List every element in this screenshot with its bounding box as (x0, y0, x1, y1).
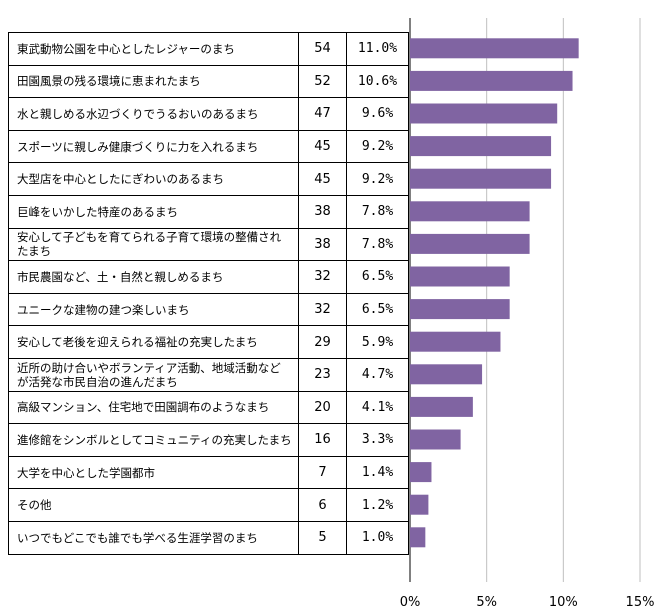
bar (410, 168, 552, 189)
bar (410, 429, 461, 450)
table-row: 近所の助け合いやボランティア活動、地域活動などが活発な市民自治の進んだまち 23 4… (8, 357, 409, 392)
bar (410, 462, 432, 483)
category-label: その他 (8, 488, 299, 522)
category-label: 近所の助け合いやボランティア活動、地域活動などが活発な市民自治の進んだまち (8, 357, 299, 392)
category-label: ユニークな建物の建つ楽しいまち (8, 292, 299, 327)
x-tick-label: 5% (476, 595, 497, 610)
table-row: 高級マンション、住宅地で田園調布のようなまち 20 4.1% (8, 390, 409, 425)
bars (410, 38, 579, 548)
x-axis-ticks: 0% 5% 10% 15% (400, 595, 655, 610)
count-value: 38 (298, 194, 347, 229)
category-label: 東武動物公園を中心としたレジャーのまち (8, 32, 299, 66)
bar (410, 70, 573, 91)
count-value: 45 (298, 162, 347, 196)
x-tick-label: 15% (626, 595, 655, 610)
category-label: 田園風景の残る環境に恵まれたまち (8, 64, 299, 99)
percent-value: 1.0% (346, 520, 409, 555)
table-row: 巨峰をいかした特産のあるまち 38 7.8% (8, 194, 409, 229)
count-value: 47 (298, 97, 347, 131)
table-row: 安心して子どもを育てられる子育て環境の整備されたまち 38 7.8% (8, 227, 409, 262)
table-row: スポーツに親しみ健康づくりに力を入れるまち 45 9.2% (8, 129, 409, 164)
count-value: 54 (298, 32, 347, 66)
table-row: 市民農園など、土・自然と親しめるまち 32 6.5% (8, 260, 409, 294)
category-label: 高級マンション、住宅地で田園調布のようなまち (8, 390, 299, 425)
data-table: 東武動物公園を中心としたレジャーのまち 54 11.0% 田園風景の残る環境に恵まれた… (8, 32, 409, 555)
bar (410, 136, 552, 157)
table-row: 東武動物公園を中心としたレジャーのまち 54 11.0% (8, 32, 409, 66)
table-row: 大学を中心とした学園都市 7 1.4% (8, 455, 409, 490)
category-label: 水と親しめる水辺づくりでうるおいのあるまち (8, 97, 299, 131)
category-label: 巨峰をいかした特産のあるまち (8, 194, 299, 229)
x-tick-label: 10% (549, 595, 578, 610)
bar (410, 396, 473, 417)
count-value: 5 (298, 520, 347, 555)
percent-value: 1.4% (346, 455, 409, 490)
table-row: その他 6 1.2% (8, 488, 409, 522)
category-label: 進修館をシンボルとしてコミュニティの充実したまち (8, 423, 299, 457)
percent-value: 9.2% (346, 162, 409, 196)
bar (410, 266, 510, 287)
percent-value: 5.9% (346, 325, 409, 359)
category-label: いつでもどこでも誰でも学べる生涯学習のまち (8, 520, 299, 555)
percent-value: 1.2% (346, 488, 409, 522)
percent-value: 10.6% (346, 64, 409, 99)
table-row: いつでもどこでも誰でも学べる生涯学習のまち 5 1.0% (8, 520, 409, 555)
bar (410, 494, 429, 515)
bar (410, 364, 483, 385)
percent-value: 4.7% (346, 357, 409, 392)
category-label: 市民農園など、土・自然と親しめるまち (8, 260, 299, 294)
percent-value: 3.3% (346, 423, 409, 457)
bar (410, 233, 530, 254)
table-row: ユニークな建物の建つ楽しいまち 32 6.5% (8, 292, 409, 327)
bar (410, 103, 558, 124)
table-row: 大型店を中心としたにぎわいのあるまち 45 9.2% (8, 162, 409, 196)
table-row: 水と親しめる水辺づくりでうるおいのあるまち 47 9.6% (8, 97, 409, 131)
bar (410, 527, 426, 548)
category-label: 大学を中心とした学園都市 (8, 455, 299, 490)
count-value: 29 (298, 325, 347, 359)
bar (410, 38, 579, 59)
x-tick-label: 0% (400, 595, 421, 610)
count-value: 7 (298, 455, 347, 490)
category-label: スポーツに親しみ健康づくりに力を入れるまち (8, 129, 299, 164)
count-value: 20 (298, 390, 347, 425)
category-label: 大型店を中心としたにぎわいのあるまち (8, 162, 299, 196)
table-row: 進修館をシンボルとしてコミュニティの充実したまち 16 3.3% (8, 423, 409, 457)
table-row: 田園風景の残る環境に恵まれたまち 52 10.6% (8, 64, 409, 99)
count-value: 38 (298, 227, 347, 262)
bar (410, 201, 530, 222)
bar (410, 331, 501, 352)
bar (410, 299, 510, 320)
percent-value: 9.6% (346, 97, 409, 131)
table-row: 安心して老後を迎えられる福祉の充実したまち 29 5.9% (8, 325, 409, 359)
percent-value: 9.2% (346, 129, 409, 164)
